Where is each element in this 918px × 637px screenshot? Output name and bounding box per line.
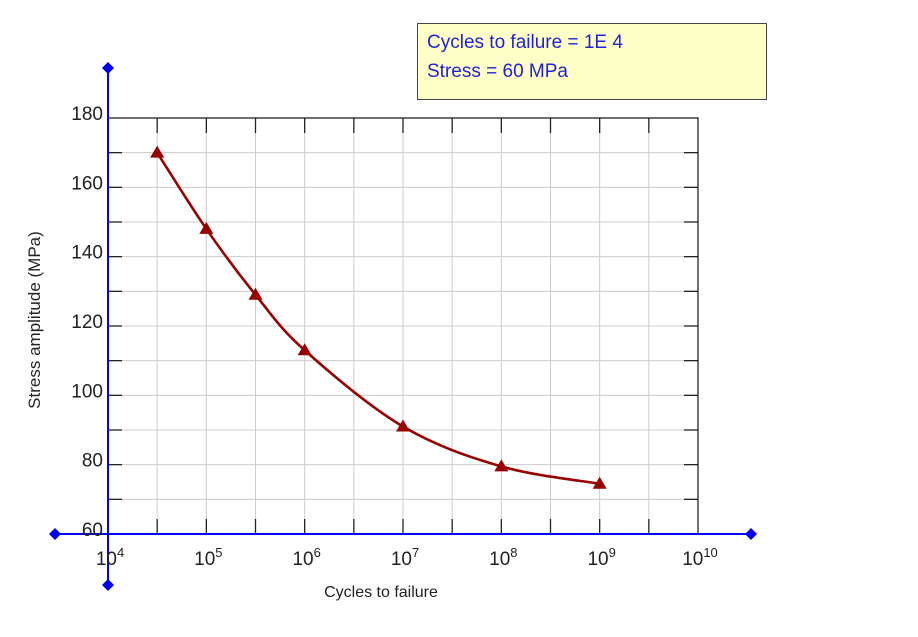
x-axis-right-handle [745, 528, 757, 540]
x-tick-label: 108 [489, 545, 517, 570]
y-axis-label: Stress amplitude (MPa) [25, 231, 44, 409]
data-point-triangle [199, 221, 214, 234]
data-markers [150, 145, 607, 489]
readout-stress: Stress = 60 MPa [427, 61, 568, 82]
x-axis-label: Cycles to failure [324, 584, 438, 601]
x-tick-label: 104 [96, 545, 124, 570]
x-tick-label: 109 [587, 545, 615, 570]
y-tick-labels: 60 80 100 120 140 160 180 [71, 104, 103, 541]
x-tick-label: 105 [194, 545, 222, 570]
x-tick-label: 1010 [682, 545, 718, 570]
y-tick-label: 140 [71, 243, 103, 264]
data-point-triangle [494, 459, 509, 472]
x-tick-labels: 104 105 106 107 108 109 1010 [96, 545, 718, 570]
y-tick-label: 60 [82, 520, 103, 541]
data-point-triangle [297, 343, 312, 356]
x-axis-left-handle [49, 528, 61, 540]
tick-marks [108, 118, 698, 534]
y-tick-label: 100 [71, 381, 103, 402]
readout-box: Cycles to failure = 1E 4 Stress = 60 MPa [417, 23, 767, 100]
data-point-triangle [248, 287, 263, 300]
data-point-triangle [396, 419, 410, 432]
data-point-triangle [592, 476, 607, 489]
y-axis-bottom-handle [102, 579, 114, 591]
y-tick-label: 120 [71, 312, 103, 333]
sn-curve-line [156, 151, 600, 486]
axes [49, 62, 757, 591]
y-tick-label: 180 [71, 104, 103, 125]
x-tick-label: 107 [391, 545, 419, 570]
data-point-triangle [150, 145, 165, 158]
readout-cycles: Cycles to failure = 1E 4 [427, 32, 623, 53]
y-axis-top-handle [102, 62, 114, 74]
y-tick-label: 160 [71, 173, 103, 194]
grid-lines [108, 118, 698, 534]
y-tick-label: 80 [82, 451, 103, 472]
x-tick-label: 106 [292, 545, 320, 570]
